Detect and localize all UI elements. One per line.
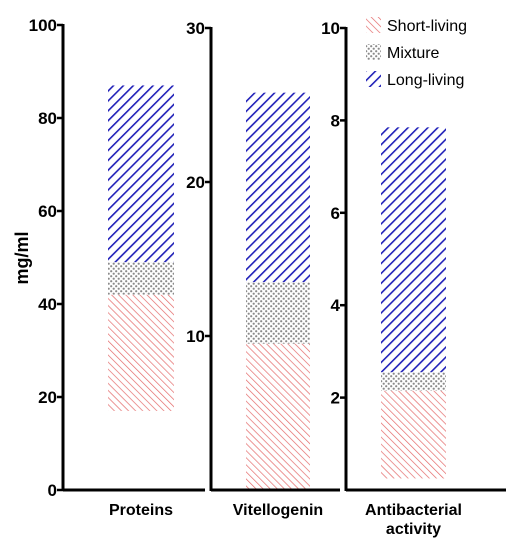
bar-segment-vitellogenin-short-living [246,343,310,490]
legend-label-short-living: Short-living [387,18,467,35]
legend-swatch-long-living [366,71,381,87]
y-tick-label: 8 [331,111,340,130]
bar-segment-vitellogenin-long-living [246,92,310,283]
legend-label-mixture: Mixture [387,45,440,62]
y-tick-label: 0 [48,481,57,500]
category-label: Proteins [109,502,173,519]
category-label: activity [386,521,441,538]
y-tick-label: 20 [38,388,57,407]
y-tick-label: 100 [29,16,57,35]
y-tick-label: 40 [38,295,57,314]
y-tick-label: 20 [186,173,205,192]
legend: Short-living Mixture Long-living [366,17,467,89]
category-label: Vitellogenin [233,502,323,519]
y-tick-label: 60 [38,202,57,221]
bar-segment-proteins-mixture [108,262,174,295]
bar-segment-vitellogenin-mixture [246,282,310,344]
y-tick-label: 4 [331,296,341,315]
y-tick-label: 6 [331,204,340,223]
y-tick-label: 80 [38,109,57,128]
y-axis-label: mg/ml [12,231,32,284]
legend-label-long-living: Long-living [387,72,464,89]
category-label: Antibacterial [365,502,462,519]
y-tick-label: 10 [321,19,340,38]
bar-segment-antibacterial-long-living [381,127,446,373]
bar-segment-proteins-short-living [108,294,174,411]
bar-segment-antibacterial-short-living [381,390,446,479]
legend-swatch-mixture [366,44,381,60]
bar-segment-proteins-long-living [108,85,174,263]
legend-swatch-short-living [366,17,381,33]
y-tick-label: 2 [331,389,340,408]
y-tick-label: 10 [186,327,205,346]
y-tick-label: 30 [186,19,205,38]
plot-layer: 0 20 40 60 80 100 Proteins mg/ml 10 20 30 Vitelloge… [12,16,506,538]
bar-segment-antibacterial-mixture [381,372,446,391]
